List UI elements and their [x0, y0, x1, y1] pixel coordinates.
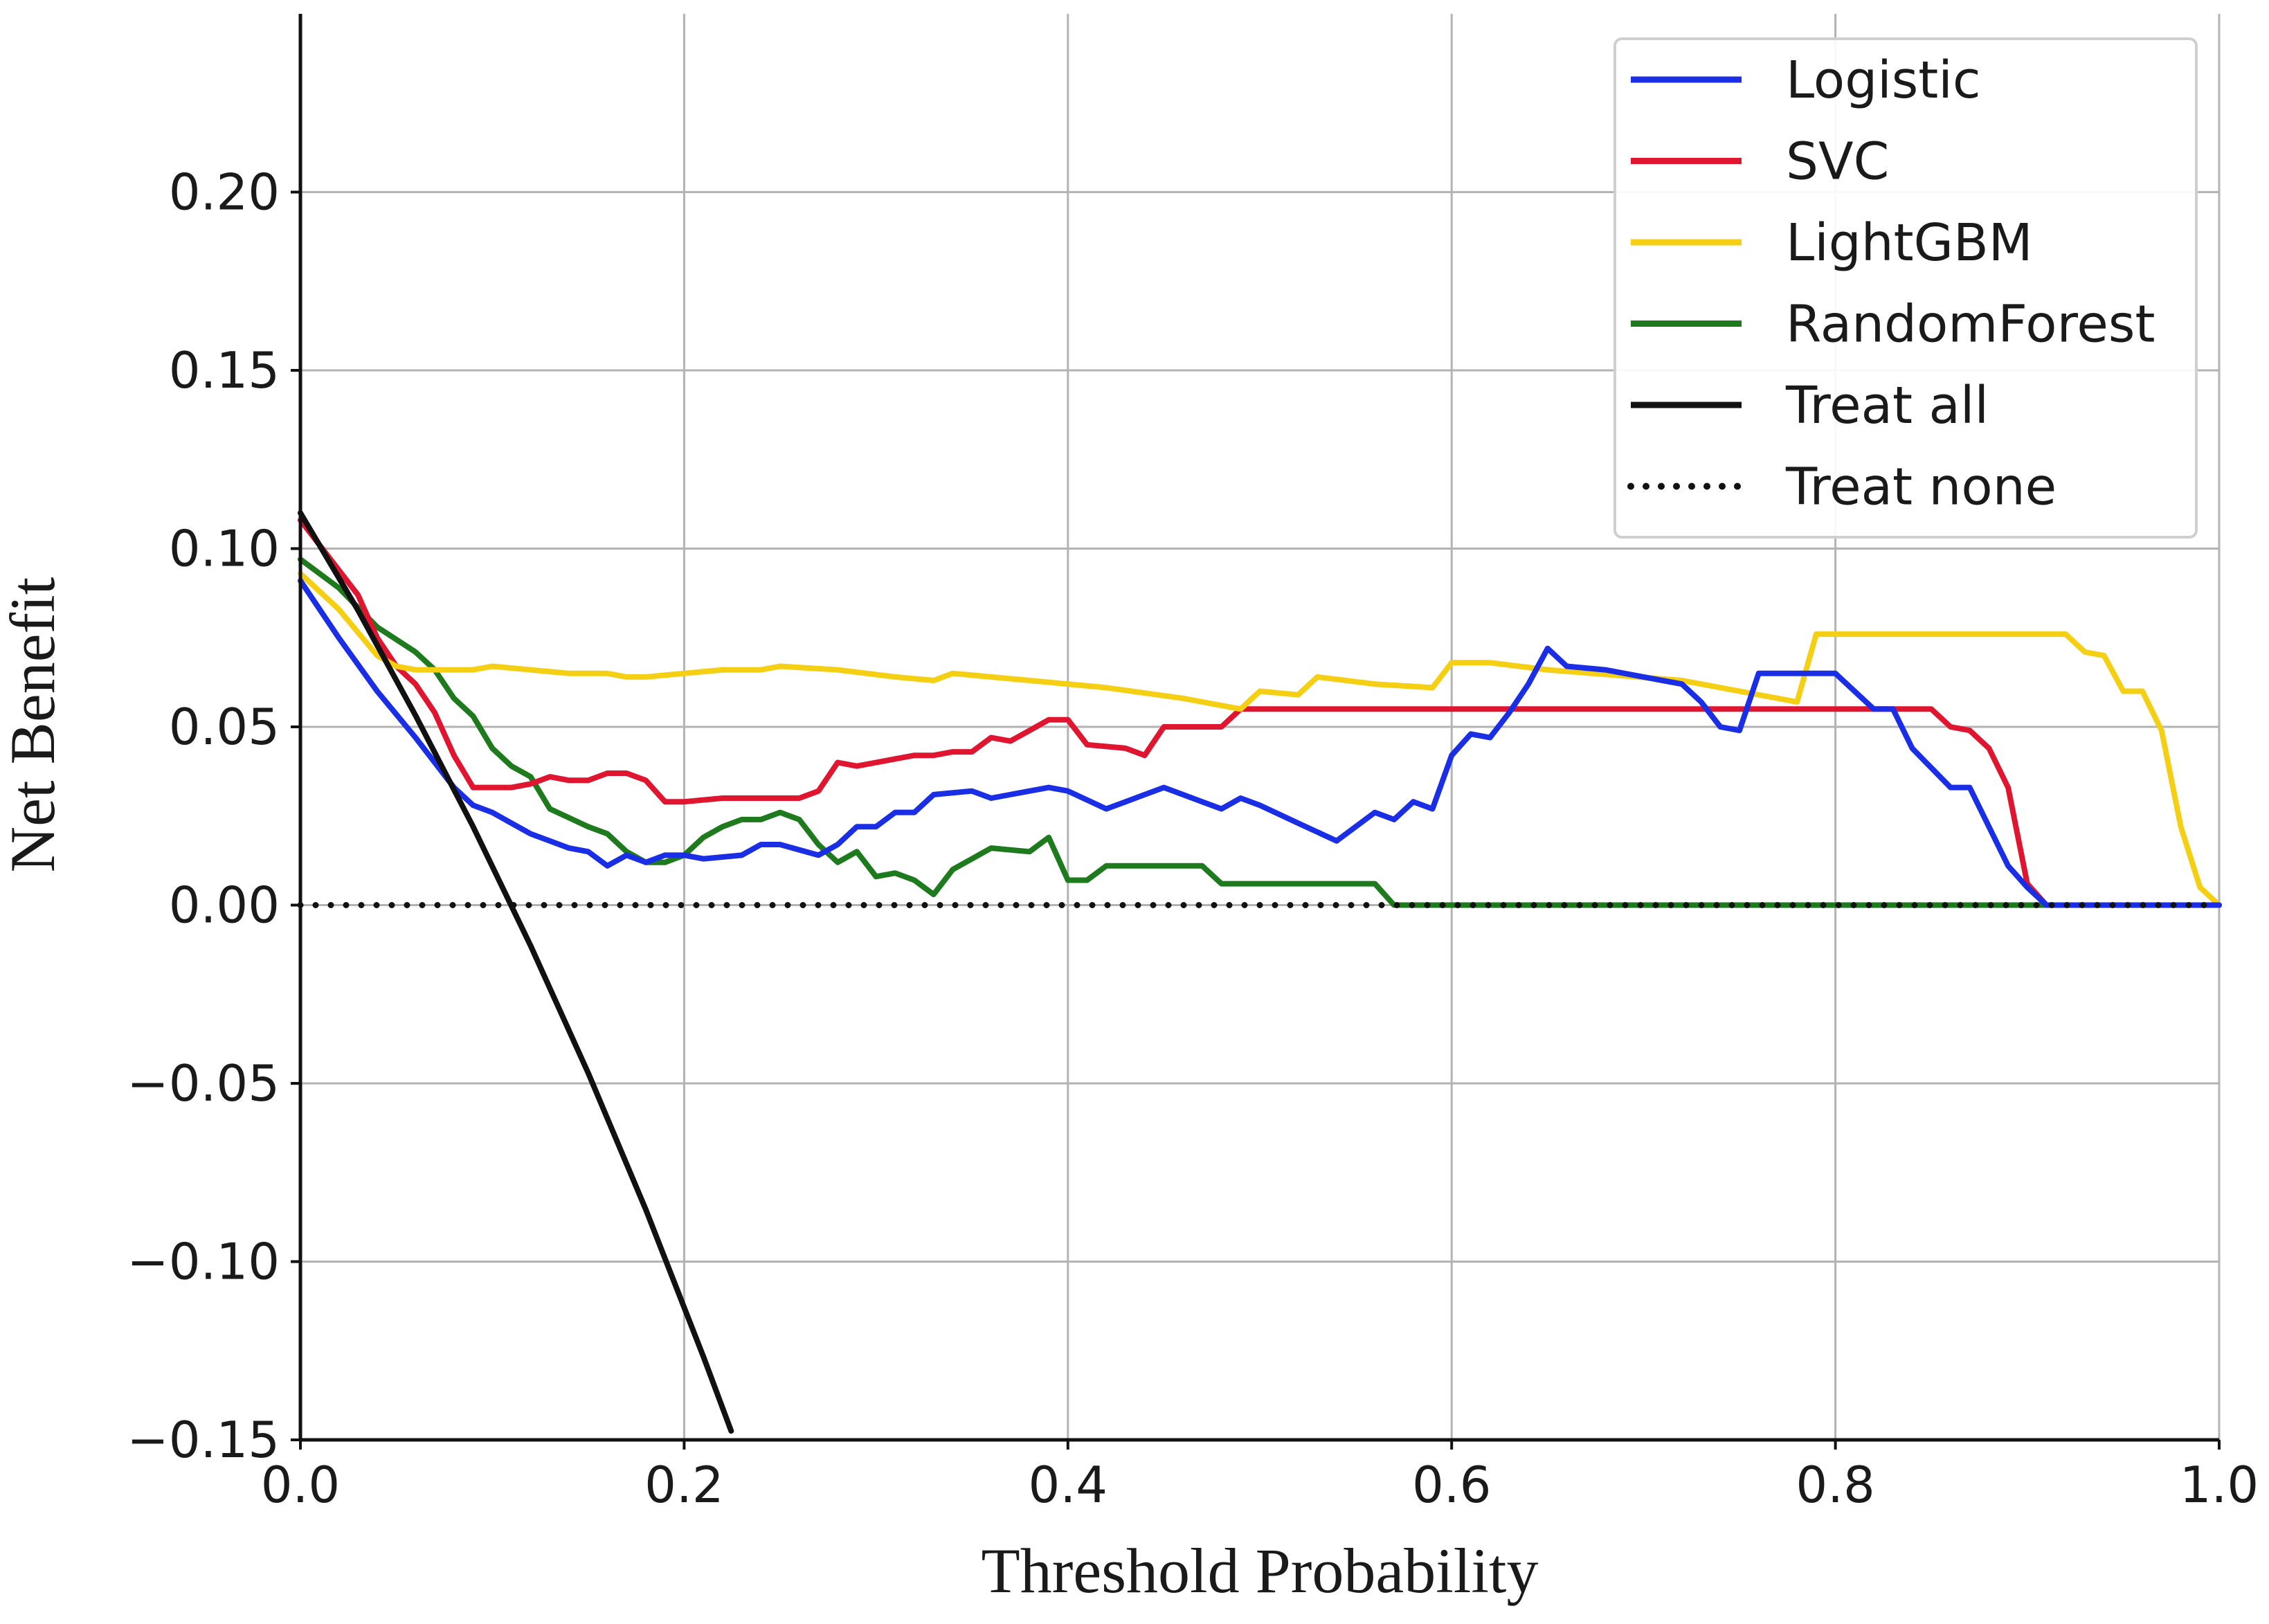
x-tick-label: 0.0 [261, 1456, 341, 1514]
legend-label-logistic: Logistic [1786, 51, 1981, 110]
y-tick-label: 0.10 [169, 520, 280, 578]
legend-label-randomforest: RandomForest [1786, 295, 2155, 354]
series-line-lightgbm [298, 570, 2222, 908]
y-tick-label: −0.05 [127, 1054, 280, 1112]
y-tick-label: 0.15 [169, 341, 280, 399]
legend: Logistic SVC LightGBM RandomForest Treat all… [1613, 37, 2198, 539]
x-tick-label: 0.4 [1029, 1456, 1108, 1514]
legend-box [1613, 37, 2198, 539]
legend-label-svc: SVC [1786, 132, 1889, 192]
y-tick-label: −0.15 [127, 1411, 280, 1469]
y-tick-label: 0.20 [169, 163, 280, 222]
legend-label-treat-all: Treat all [1785, 376, 1989, 435]
x-axis-label: Threshold Probability [982, 1535, 1539, 1606]
series-line-logistic [298, 577, 2222, 908]
series-line-randomforest [298, 557, 2222, 908]
tick-labels: 0.0 0.2 0.4 0.6 0.8 1.0 −0.15 −0.10 −0.05 0.00 0.0… [127, 163, 2259, 1515]
series-lines [297, 510, 2223, 1434]
series-line-svc [298, 517, 2222, 908]
x-tick-label: 0.6 [1412, 1456, 1492, 1514]
axes [291, 14, 2221, 1450]
y-tick-label: 0.00 [169, 876, 280, 935]
x-tick-label: 0.2 [644, 1456, 724, 1514]
y-tick-label: 0.05 [169, 698, 280, 756]
legend-label-treat-none: Treat none [1785, 458, 2056, 517]
series-line-treat-all [298, 510, 734, 1434]
x-tick-label: 1.0 [2180, 1456, 2259, 1514]
legend-label-lightgbm: LightGBM [1786, 213, 2033, 273]
y-tick-label: −0.10 [127, 1233, 280, 1291]
y-axis-label: Net Benefit [0, 577, 68, 872]
x-tick-label: 0.8 [1796, 1456, 1875, 1514]
